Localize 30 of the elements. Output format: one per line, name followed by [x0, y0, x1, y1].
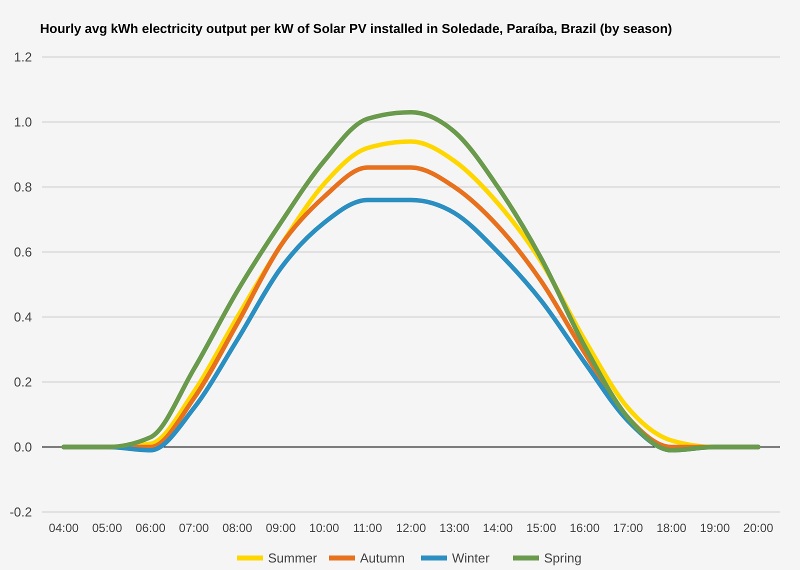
legend-label: Autumn	[360, 550, 405, 566]
x-tick-label: 15:00	[526, 521, 557, 535]
x-tick-label: 07:00	[178, 521, 210, 535]
x-tick-label: 18:00	[656, 521, 687, 535]
x-tick-label: 12:00	[396, 521, 426, 535]
x-tick-label: 08:00	[222, 521, 253, 535]
y-tick-label: 0.2	[14, 374, 32, 390]
y-tick-label: 0.0	[14, 440, 32, 455]
x-tick-label: 06:00	[136, 521, 166, 535]
y-tick-label: 0.8	[14, 180, 32, 195]
x-tick-label: 16:00	[570, 521, 600, 535]
legend-label: Spring	[544, 550, 582, 566]
x-tick-label: 10:00	[309, 521, 340, 535]
x-tick-label: 14:00	[482, 521, 514, 535]
x-tick-label: 17:00	[613, 521, 644, 535]
legend-label: Summer	[268, 550, 318, 566]
x-tick-label: 09:00	[266, 521, 296, 535]
chart-title: Hourly avg kWh electricity output per kW of Solar PV installed in Soledade, Paraíba, Brazil (by season)	[40, 21, 672, 36]
legend-label: Winter	[452, 550, 490, 566]
x-tick-label: 19:00	[700, 521, 730, 535]
y-tick-label: -0.2	[10, 504, 32, 520]
y-tick-label: 1.0	[14, 114, 32, 130]
y-tick-label: 0.4	[14, 310, 32, 325]
x-tick-label: 20:00	[743, 521, 774, 535]
x-tick-label: 13:00	[439, 521, 470, 535]
x-tick-label: 04:00	[48, 521, 80, 535]
x-tick-label: 11:00	[353, 521, 382, 535]
y-tick-label: 1.2	[14, 50, 32, 65]
y-tick-label: 0.6	[14, 244, 32, 260]
x-tick-label: 05:00	[92, 521, 122, 535]
